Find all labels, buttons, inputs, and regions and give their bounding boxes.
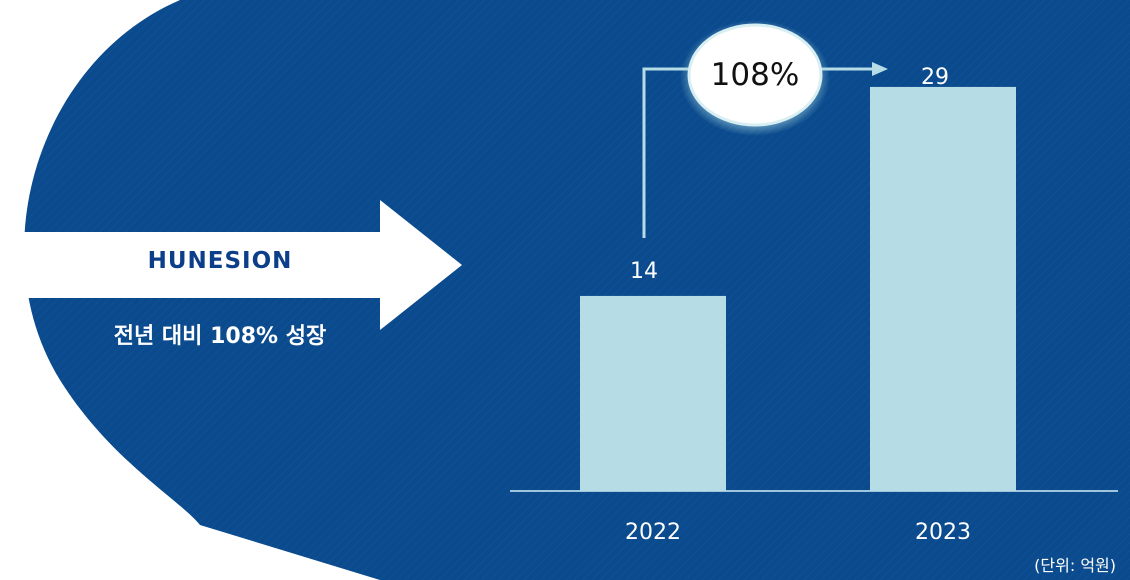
growth-badge-label: 108% bbox=[710, 57, 800, 93]
growth-connector-arrowhead bbox=[872, 62, 888, 76]
category-label-2022: 2022 bbox=[625, 520, 681, 545]
value-label-2023: 29 bbox=[921, 65, 949, 90]
category-label-2023: 2023 bbox=[915, 520, 971, 545]
white-arrow-shape bbox=[0, 200, 462, 330]
unit-note: (단위: 억원) bbox=[1034, 556, 1116, 575]
growth-badge-circle bbox=[687, 23, 823, 127]
bar-2022 bbox=[580, 295, 726, 491]
growth-headline: 전년 대비 108% 성장 bbox=[113, 324, 327, 349]
bar-2023 bbox=[870, 86, 1016, 491]
background-shape bbox=[24, 0, 1130, 580]
brand-logo: HUNESION bbox=[147, 248, 293, 274]
value-label-2022: 14 bbox=[630, 259, 658, 284]
